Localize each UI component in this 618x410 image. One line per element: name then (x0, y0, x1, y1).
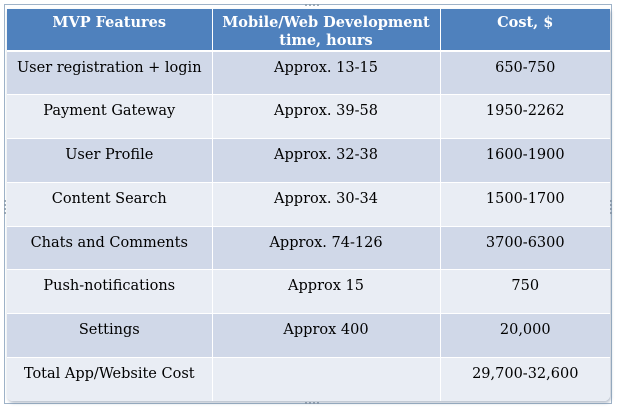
resize-handle-top[interactable] (304, 3, 320, 7)
total-label-cell: Total App/Website Cost (7, 356, 213, 401)
cost-cell: 3700-6300 (440, 225, 610, 270)
time-cell: Approx 15 (212, 269, 441, 314)
table-row: Chats and Comments Approx. 74-126 3700-6… (7, 225, 610, 270)
cost-cell: 750 (440, 269, 610, 314)
feature-cell: Chats and Comments (7, 225, 213, 270)
total-row: Total App/Website Cost 29,700-32,600 (7, 356, 610, 401)
cost-cell: 1500-1700 (440, 181, 610, 226)
header-row: MVP Features Mobile/Web Development time… (7, 9, 610, 52)
feature-cell: User registration + login (7, 50, 213, 95)
total-time-cell (212, 356, 441, 401)
feature-cell: Settings (7, 313, 213, 358)
time-cell: Approx. 74-126 (212, 225, 441, 270)
header-dev-time: Mobile/Web Development time, hours (212, 9, 441, 52)
resize-handle-right[interactable] (609, 199, 613, 215)
cost-cell: 1950-2262 (440, 94, 610, 139)
mvp-cost-table: MVP Features Mobile/Web Development time… (7, 9, 610, 401)
table-row: User Profile Approx. 32-38 1600-1900 (7, 138, 610, 183)
time-cell: Approx 400 (212, 313, 441, 358)
header-cost: Cost, $ (440, 9, 610, 52)
feature-cell: Push-notifications (7, 269, 213, 314)
time-cell: Approx. 39-58 (212, 94, 441, 139)
feature-cell: User Profile (7, 138, 213, 183)
time-cell: Approx. 30-34 (212, 181, 441, 226)
table-row: User registration + login Approx. 13-15 … (7, 50, 610, 95)
header-features: MVP Features (7, 9, 213, 52)
feature-cell: Content Search (7, 181, 213, 226)
selection-frame[interactable] (3, 3, 613, 405)
table-row: Payment Gateway Approx. 39-58 1950-2262 (7, 94, 610, 139)
table-row: Push-notifications Approx 15 750 (7, 269, 610, 314)
resize-handle-bottom[interactable] (304, 401, 320, 405)
table-row: Content Search Approx. 30-34 1500-1700 (7, 181, 610, 226)
time-cell: Approx. 13-15 (212, 50, 441, 95)
total-cost-cell: 29,700-32,600 (440, 356, 610, 401)
time-cell: Approx. 32-38 (212, 138, 441, 183)
feature-cell: Payment Gateway (7, 94, 213, 139)
table-container: MVP Features Mobile/Web Development time… (7, 9, 610, 401)
cost-cell: 1600-1900 (440, 138, 610, 183)
table-row: Settings Approx 400 20,000 (7, 313, 610, 358)
cost-cell: 20,000 (440, 313, 610, 358)
cost-cell: 650-750 (440, 50, 610, 95)
resize-handle-left[interactable] (3, 199, 7, 215)
